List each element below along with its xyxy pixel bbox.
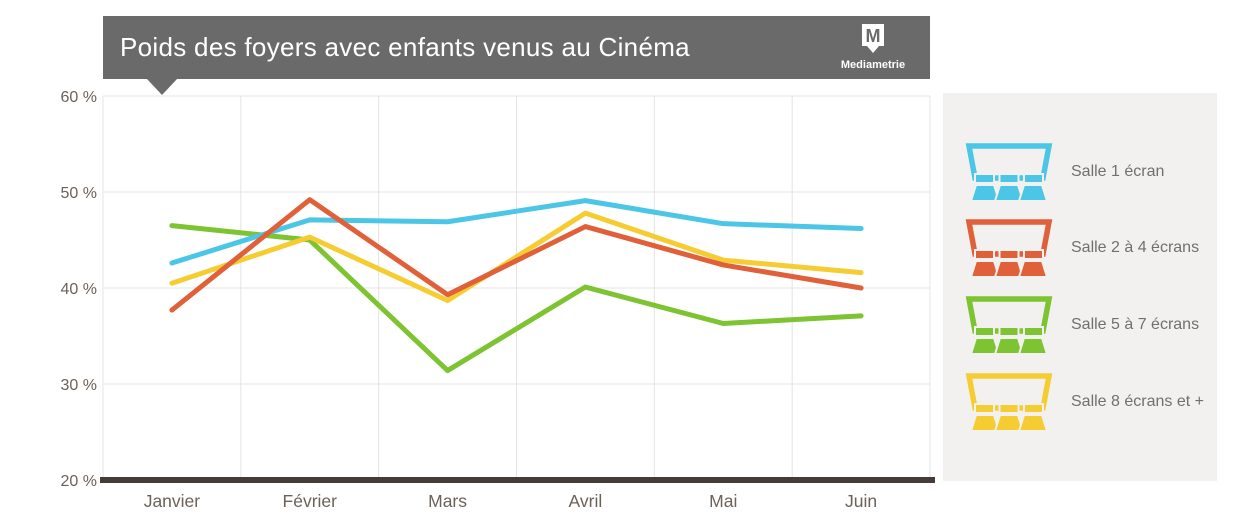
cinema-screen-icon bbox=[965, 143, 1053, 202]
x-tick-label: Mai bbox=[709, 491, 737, 511]
series-line-4 bbox=[169, 210, 864, 303]
x-tick-label: Avril bbox=[569, 491, 603, 511]
chart-title: Poids des foyers avec enfants venus au C… bbox=[120, 32, 690, 62]
legend-icon-wrap bbox=[965, 143, 1053, 206]
mediametrie-m-icon: M bbox=[862, 24, 884, 53]
legend-item-3: Salle 5 à 7 écrans bbox=[943, 296, 1217, 356]
cinema-screen-icon bbox=[965, 219, 1053, 278]
banner-tail bbox=[147, 79, 177, 95]
legend-item-1: Salle 1 écran bbox=[943, 143, 1217, 203]
x-tick-label: Juin bbox=[845, 491, 877, 511]
legend-item-4: Salle 8 écrans et + bbox=[943, 373, 1217, 433]
legend-label: Salle 1 écran bbox=[1071, 163, 1165, 180]
legend-label: Salle 5 à 7 écrans bbox=[1071, 316, 1200, 333]
legend-icon-wrap bbox=[965, 219, 1053, 282]
svg-text:M: M bbox=[866, 26, 881, 46]
legend-panel: Salle 1 écran Salle 2 à 4 écrans Salle 5 à… bbox=[943, 93, 1217, 481]
legend-icon-wrap bbox=[965, 296, 1053, 359]
legend-label: Salle 2 à 4 écrans bbox=[1071, 239, 1200, 256]
title-banner: Poids des foyers avec enfants venus au C… bbox=[103, 16, 930, 95]
legend-item-2: Salle 2 à 4 écrans bbox=[943, 219, 1217, 279]
y-tick-label: 20 % bbox=[61, 473, 97, 490]
series-line-2 bbox=[169, 197, 864, 313]
series-line-1 bbox=[169, 198, 864, 266]
y-tick-label: 30 % bbox=[61, 377, 97, 394]
x-tick-label: Février bbox=[283, 491, 338, 511]
line-chart: 60 % 50 % 40 % 30 % 20 % Janvier Février Mars Av… bbox=[0, 80, 945, 529]
y-tick-label: 50 % bbox=[61, 185, 97, 202]
mediametrie-logo-text: Mediametrie bbox=[840, 59, 906, 71]
chart-canvas: 60 % 50 % 40 % 30 % 20 % Janvier Février Mars Av… bbox=[61, 89, 935, 511]
cinema-screen-icon bbox=[965, 296, 1053, 355]
y-tick-label: 60 % bbox=[61, 89, 97, 106]
x-tick-label: Mars bbox=[428, 491, 467, 511]
y-tick-label: 40 % bbox=[61, 281, 97, 298]
mediametrie-logo: M Mediametrie bbox=[830, 23, 916, 71]
cinema-screen-icon bbox=[965, 373, 1053, 432]
x-tick-label: Janvier bbox=[144, 491, 201, 511]
legend-icon-wrap bbox=[965, 373, 1053, 436]
series-line-3 bbox=[169, 223, 864, 374]
legend-label: Salle 8 écrans et + bbox=[1071, 393, 1204, 410]
